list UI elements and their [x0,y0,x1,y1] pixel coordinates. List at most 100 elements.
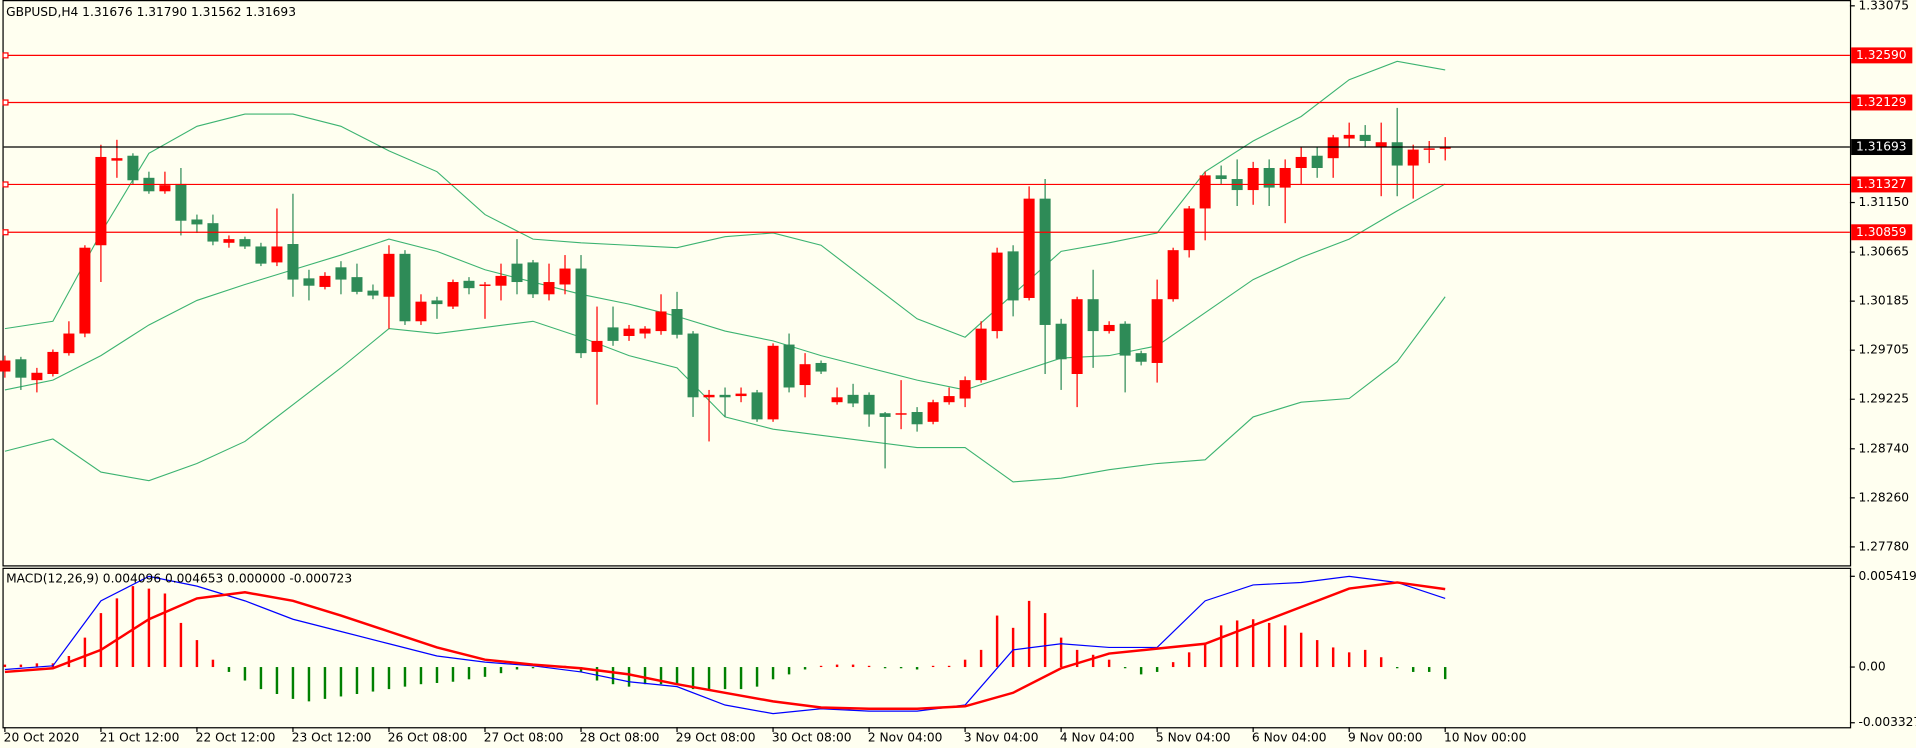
candle-body [863,394,875,415]
candle-body [1407,149,1419,166]
candle-body [767,345,779,420]
y-tick-label: 1.33075 [1858,0,1909,12]
level-handle [2,52,9,59]
signal-line [4,581,1446,710]
candle-body [1391,142,1403,166]
candle-body [1039,198,1051,325]
candle-body [127,155,139,181]
candle-body [351,277,363,292]
x-tick-label: 28 Oct 08:00 [580,731,660,745]
price-panel [2,0,1852,567]
candle-body [415,301,427,322]
candle-body [895,413,907,415]
candle-body [847,394,859,404]
candle-body [303,278,315,286]
candle-body [1295,156,1307,168]
candle-body [31,372,43,381]
band-middle [4,183,1446,391]
candle-body [927,402,939,422]
candle-body [0,360,11,372]
candle-body [367,290,379,296]
candle-body [911,412,923,425]
candle-body [1247,167,1259,191]
candle-body [335,267,347,280]
candle-body [735,393,747,397]
x-tick-label: 10 Nov 00:00 [1444,731,1526,745]
candle-body [1215,175,1227,180]
level-label-box [1851,224,1913,241]
candle-body [831,397,843,403]
candle-body [1199,175,1211,209]
x-tick-label: 9 Nov 00:00 [1348,731,1423,745]
candle-body [1183,208,1195,251]
price-label-box [1851,139,1913,156]
level-label-box [1851,176,1913,193]
candle-body [511,263,523,283]
candle-body [1007,251,1019,301]
level-label: 1.30859 [1856,225,1907,239]
x-tick-label: 22 Oct 12:00 [196,731,276,745]
y-tick-label: 0.005419 [1858,569,1916,583]
candle-body [1359,134,1371,142]
level-label: 1.32129 [1856,95,1907,109]
y-tick-label: 1.30665 [1858,245,1909,259]
level-label-box [1851,94,1913,111]
level-handle [2,229,9,236]
candle-body [1151,299,1163,363]
x-tick-label: 21 Oct 12:00 [100,731,180,745]
candle-body [799,364,811,386]
x-tick-label: 5 Nov 04:00 [1156,731,1231,745]
x-tick-label: 20 Oct 2020 [4,731,80,745]
candle-body [431,300,443,305]
candle-body [191,219,203,225]
y-tick-label: 1.29225 [1858,392,1909,406]
candle-body [719,394,731,398]
candle-body [1023,198,1035,298]
candle-body [607,327,619,341]
candle-body [1055,323,1067,360]
candle-body [527,262,539,295]
candle-body [1135,353,1147,362]
x-tick-label: 26 Oct 08:00 [388,731,468,745]
candle-body [287,244,299,280]
candle-body [1279,167,1291,188]
candle-body [623,328,635,336]
candle-body [639,328,651,334]
level-label: 1.32590 [1856,48,1907,62]
candle-body [175,183,187,221]
candle-body [879,413,891,417]
candle-body [319,275,331,287]
level-label-box [1851,47,1913,64]
candle-body [47,351,59,374]
candle-body [1343,134,1355,139]
candle-body [63,333,75,354]
candle-body [1439,147,1451,149]
indicator-title: MACD(12,26,9) 0.004096 0.004653 0.000000… [6,571,352,585]
candle-body [1103,324,1115,332]
macd-line [4,575,1446,715]
candle-body [1119,323,1131,356]
level-label: 1.31327 [1856,177,1907,191]
candle-body [575,268,587,354]
candle-body [479,284,491,286]
candle-body [399,253,411,322]
candle-body [1375,142,1387,148]
candle-body [703,394,715,398]
candle-body [79,247,91,334]
level-handle [2,99,9,106]
candle-body [239,239,251,247]
candle-body [159,185,171,192]
candle-body [1087,299,1099,332]
candle-body [815,362,827,372]
candle-body [687,333,699,398]
candle-body [1311,155,1323,168]
candle-body [463,280,475,289]
y-tick-label: 1.31150 [1858,195,1909,209]
candle-body [991,252,1003,332]
price-label: 1.31693 [1856,140,1907,154]
x-tick-label: 4 Nov 04:00 [1060,731,1135,745]
y-tick-label: 1.27780 [1858,539,1909,553]
